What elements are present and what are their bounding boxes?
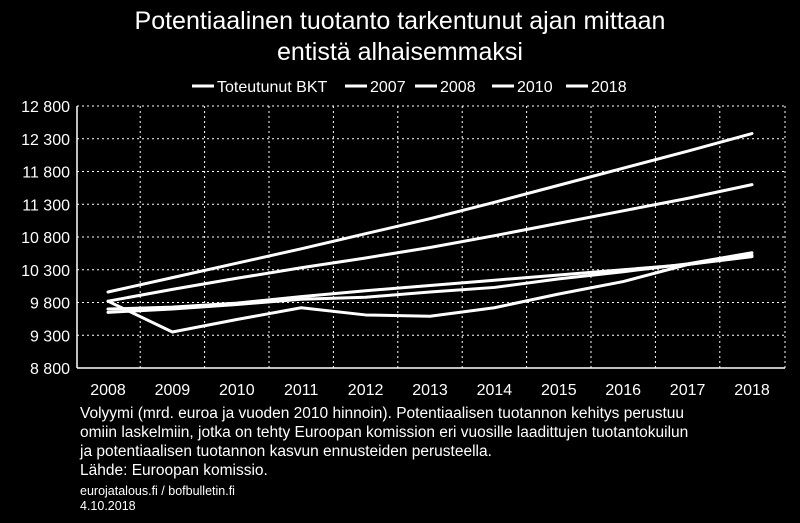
x-tick-label: 2010	[219, 382, 255, 399]
x-tick-label: 2018	[734, 382, 770, 399]
y-tick-label: 10 800	[21, 230, 70, 247]
y-tick-label: 11 300	[22, 197, 70, 214]
x-tick-label: 2011	[284, 382, 319, 399]
legend-label: 2010	[517, 79, 553, 96]
axes: 8 800 9 300 9 800 10 300 10 800 11 300 11 800 1…	[21, 99, 785, 399]
notes-line-1: Volyymi (mrd. euroa ja vuoden 2010 hinno…	[80, 405, 685, 422]
publish-date: 4.10.2018	[80, 499, 136, 513]
y-tick-label: 9 300	[30, 328, 70, 345]
legend-label: 2018	[591, 79, 627, 96]
x-tick-label: 2008	[90, 382, 126, 399]
notes-line-2: omiin laskelmiin, jotka on tehty Euroopa…	[80, 424, 689, 441]
legend: Toteutunut BKT 2007 2008 2010 2018	[192, 79, 627, 96]
legend-label: Toteutunut BKT	[217, 79, 328, 96]
y-tick-label: 8 800	[30, 361, 70, 378]
x-tick-label: 2014	[477, 382, 513, 399]
chart-title-line-2: entistä alhaisemmaksi	[277, 38, 523, 66]
series-lines	[106, 132, 754, 334]
y-tick-label: 12 800	[21, 99, 70, 116]
series-line-2008	[106, 183, 754, 303]
legend-label: 2008	[440, 79, 476, 96]
y-tick-label: 12 300	[21, 132, 70, 149]
chart-title-line-1: Potentiaalinen tuotanto tarkentunut ajan…	[134, 7, 666, 35]
legend-label: 2007	[370, 79, 406, 96]
x-tick-label: 2013	[412, 382, 448, 399]
x-tick-label: 2017	[670, 382, 706, 399]
series-line-2007	[106, 132, 754, 294]
notes-line-3: ja potentiaalisen tuotannon kasvun ennus…	[80, 443, 492, 460]
y-tick-label: 9 800	[30, 296, 70, 313]
x-tick-label: 2012	[348, 382, 384, 399]
site-credit: eurojatalous.fi / bofbulletin.fi	[80, 484, 235, 498]
source-line: Lähde: Euroopan komissio.	[80, 462, 268, 479]
y-tick-label: 10 300	[21, 263, 70, 280]
y-tick-label: 11 800	[22, 165, 70, 182]
series-line-2018	[106, 255, 754, 311]
series-line-toteutunut-bkt	[106, 253, 754, 334]
x-tick-label: 2015	[541, 382, 577, 399]
x-tick-label: 2016	[605, 382, 641, 399]
x-tick-label: 2009	[155, 382, 191, 399]
chart-notes: Volyymi (mrd. euroa ja vuoden 2010 hinno…	[80, 404, 780, 480]
chart-title: Potentiaalinen tuotanto tarkentunut ajan…	[0, 6, 800, 68]
